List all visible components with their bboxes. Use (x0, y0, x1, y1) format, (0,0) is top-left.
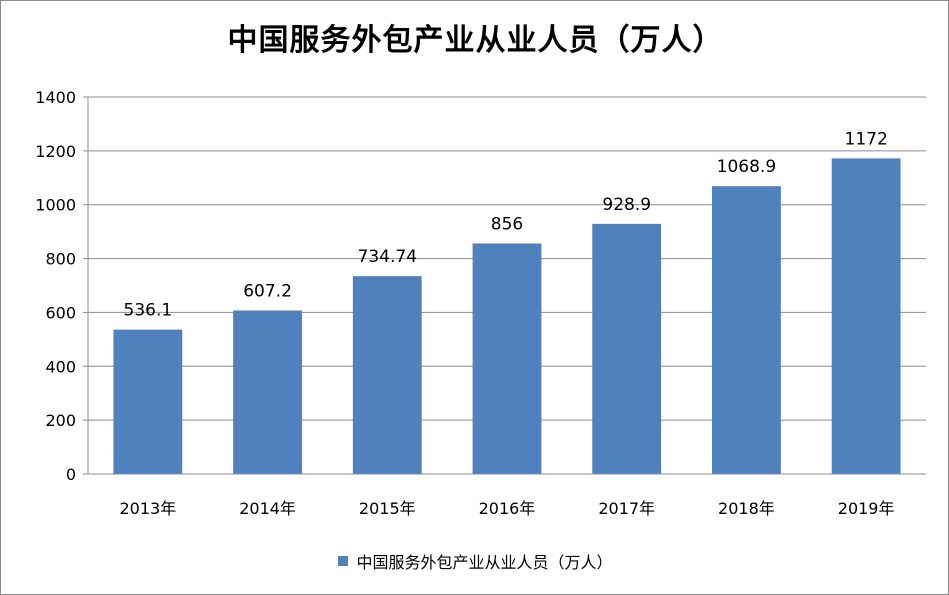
data-label: 734.74 (358, 247, 417, 267)
y-tick-label: 1400 (35, 88, 76, 107)
data-label: 1172 (845, 129, 888, 149)
bar (472, 243, 542, 474)
y-tick-label: 400 (45, 357, 76, 376)
bar (352, 276, 422, 474)
y-tick-label: 200 (45, 411, 76, 430)
bar (233, 310, 302, 474)
x-tick-label: 2018年 (718, 499, 775, 518)
legend: 中国服务外包产业从业人员（万人） (1, 549, 948, 573)
x-tick-label: 2017年 (598, 499, 655, 518)
y-tick-label: 600 (45, 303, 76, 322)
bar (712, 186, 781, 474)
y-tick-label: 1000 (35, 196, 76, 215)
data-label: 536.1 (124, 301, 173, 321)
x-tick-label: 2014年 (239, 499, 296, 518)
data-label: 928.9 (602, 195, 651, 215)
chart-title: 中国服务外包产业从业人员（万人） (227, 23, 724, 58)
x-tick-label: 2015年 (359, 499, 416, 518)
bar (831, 158, 901, 474)
data-label: 856 (491, 214, 523, 234)
y-tick-label: 0 (66, 465, 76, 484)
legend-swatch (338, 556, 349, 566)
y-tick-label: 800 (45, 250, 76, 269)
bar (113, 329, 183, 474)
x-tick-label: 2013年 (119, 499, 176, 518)
y-tick-label: 1200 (35, 142, 76, 161)
data-label: 607.2 (243, 281, 292, 301)
x-tick-label: 2019年 (838, 499, 895, 518)
data-label: 1068.9 (717, 157, 776, 177)
bar (592, 223, 662, 474)
legend-label: 中国服务外包产业从业人员（万人） (356, 553, 613, 572)
x-tick-label: 2016年 (479, 499, 536, 518)
